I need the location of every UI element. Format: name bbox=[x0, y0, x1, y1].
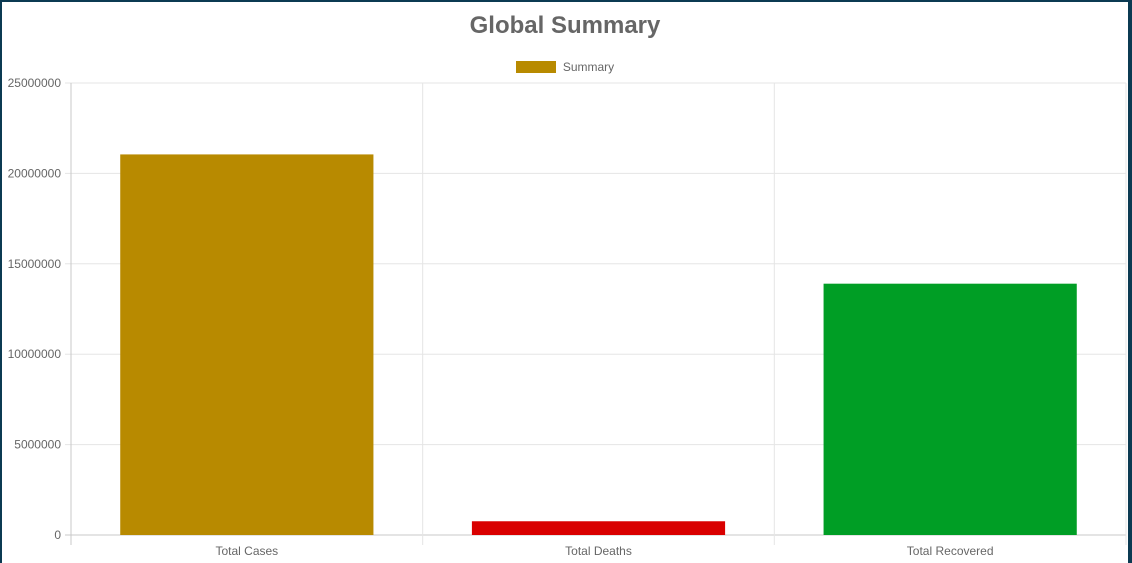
x-tick-label: Total Recovered bbox=[907, 544, 994, 558]
y-tick-label: 20000000 bbox=[8, 166, 62, 180]
bar bbox=[823, 283, 1077, 535]
x-tick-label: Total Cases bbox=[215, 544, 278, 558]
y-tick-label: 25000000 bbox=[8, 76, 62, 90]
chart-title: Global Summary bbox=[469, 12, 661, 39]
legend-swatch bbox=[515, 61, 556, 73]
y-tick-label: 5000000 bbox=[14, 438, 61, 452]
legend[interactable]: Summary bbox=[2, 60, 1128, 74]
x-tick-label: Total Deaths bbox=[565, 544, 632, 558]
bar bbox=[471, 521, 726, 535]
legend-label: Summary bbox=[562, 60, 615, 74]
y-tick-label: 15000000 bbox=[8, 257, 62, 271]
bar bbox=[120, 154, 374, 535]
y-tick-label: 0 bbox=[54, 528, 61, 542]
y-tick-label: 10000000 bbox=[8, 347, 62, 361]
